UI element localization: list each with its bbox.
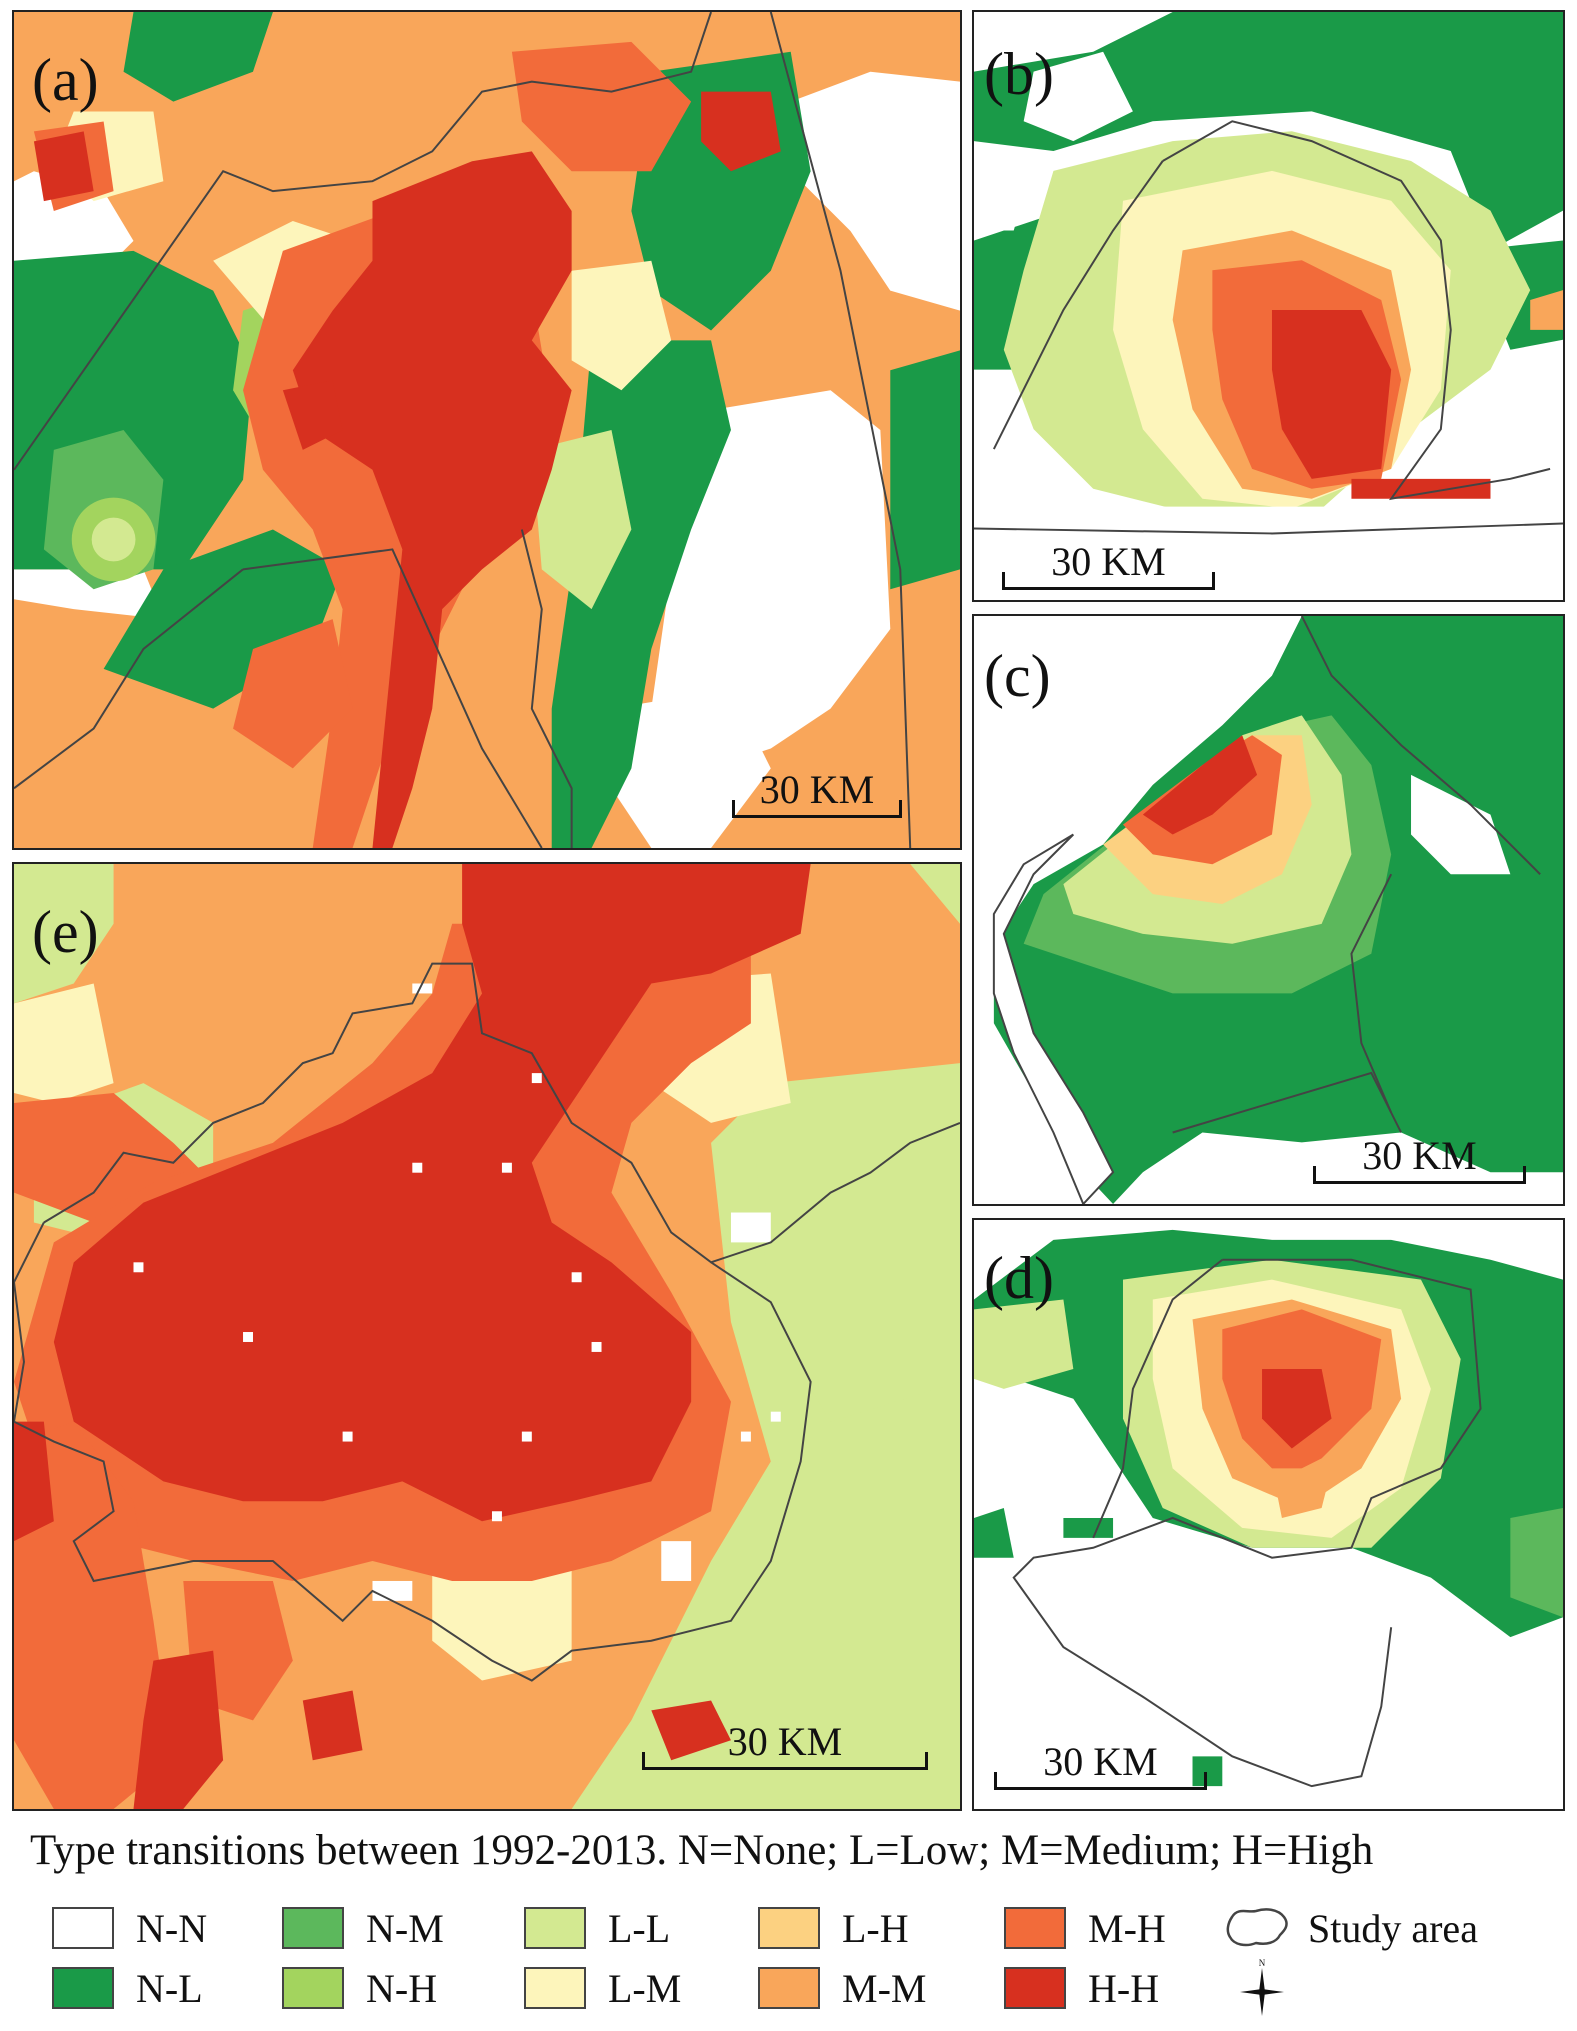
- map-panel-c: (c) 30 KM: [972, 614, 1565, 1206]
- north-arrow-letter: N: [1259, 1958, 1266, 1968]
- legend-swatch-n-h: [282, 1967, 344, 2009]
- map-panel-a: (a) 30 KM: [12, 10, 962, 850]
- legend-label-n-h: N-H: [366, 1965, 438, 2011]
- scale-bar-a: 30 KM: [732, 770, 902, 818]
- legend-item-l-h: L-H: [758, 1905, 909, 1951]
- scale-bar-b: 30 KM: [1002, 542, 1215, 590]
- legend-swatch-n-m: [282, 1907, 344, 1949]
- scale-bar-d-text: 30 KM: [1043, 1739, 1158, 1784]
- legend-study-area: Study area: [1222, 1905, 1478, 1951]
- panel-label-e: (e): [32, 899, 99, 965]
- map-e-raster: [14, 864, 960, 1809]
- map-panel-e: (e) 30 KM: [12, 862, 962, 1811]
- panel-label-b: (b): [984, 41, 1054, 107]
- scale-bar-e: 30 KM: [642, 1722, 928, 1770]
- scale-bar-d: 30 KM: [994, 1742, 1207, 1790]
- legend-swatch-n-l: [52, 1967, 114, 2009]
- legend-swatch-l-m: [524, 1967, 586, 2009]
- legend-swatch-m-h: [1004, 1907, 1066, 1949]
- legend-item-m-h: M-H: [1004, 1905, 1166, 1951]
- map-b-raster: [974, 12, 1563, 600]
- map-panel-b: (b) 30 KM: [972, 10, 1565, 602]
- map-a-raster: [14, 12, 960, 848]
- scale-bar-a-text: 30 KM: [759, 767, 875, 812]
- legend-north-arrow: N: [1234, 1958, 1290, 2020]
- legend-label-l-h: L-H: [842, 1905, 909, 1951]
- legend-swatch-l-h: [758, 1907, 820, 1949]
- legend-swatch-n-n: [52, 1907, 114, 1949]
- scale-bar-c-text: 30 KM: [1362, 1133, 1477, 1178]
- legend-item-n-l: N-L: [52, 1965, 203, 2011]
- legend-swatch-h-h: [1004, 1967, 1066, 2009]
- legend-label-n-m: N-M: [366, 1905, 444, 1951]
- north-arrow-icon: N: [1240, 1958, 1284, 2016]
- legend-label-n-l: N-L: [136, 1965, 203, 2011]
- legend-label-l-m: L-M: [608, 1965, 682, 2011]
- study-area-outline-icon: [1226, 1908, 1288, 1947]
- legend-caption: Type transitions between 1992-2013. N=No…: [30, 1827, 1374, 1874]
- legend-label-m-h: M-H: [1088, 1905, 1166, 1951]
- legend-swatch-m-m: [758, 1967, 820, 2009]
- map-c-raster: [974, 616, 1563, 1204]
- legend-item-n-h: N-H: [282, 1965, 437, 2011]
- map-panel-d: (d) 30 KM: [972, 1218, 1565, 1811]
- legend-item-n-m: N-M: [282, 1905, 444, 1951]
- legend-label-n-n: N-N: [136, 1905, 208, 1951]
- legend-item-h-h: H-H: [1004, 1965, 1159, 2011]
- study-area-label: Study area: [1308, 1905, 1478, 1951]
- map-d-raster: [974, 1220, 1563, 1809]
- legend-item-m-m: M-M: [758, 1965, 926, 2011]
- legend-item-l-l: L-L: [524, 1905, 670, 1951]
- legend-item-n-n: N-N: [52, 1905, 207, 1951]
- legend-label-l-l: L-L: [608, 1905, 671, 1951]
- legend-item-l-m: L-M: [524, 1965, 681, 2011]
- panel-label-c: (c): [984, 643, 1051, 709]
- scale-bar-b-text: 30 KM: [1051, 539, 1166, 584]
- legend-swatch-l-l: [524, 1907, 586, 1949]
- scale-bar-e-text: 30 KM: [727, 1719, 843, 1764]
- panel-label-a: (a): [32, 47, 99, 113]
- legend-label-h-h: H-H: [1088, 1965, 1160, 2011]
- panel-label-d: (d): [984, 1245, 1054, 1311]
- scale-bar-c: 30 KM: [1313, 1136, 1526, 1184]
- legend-label-m-m: M-M: [842, 1965, 927, 2011]
